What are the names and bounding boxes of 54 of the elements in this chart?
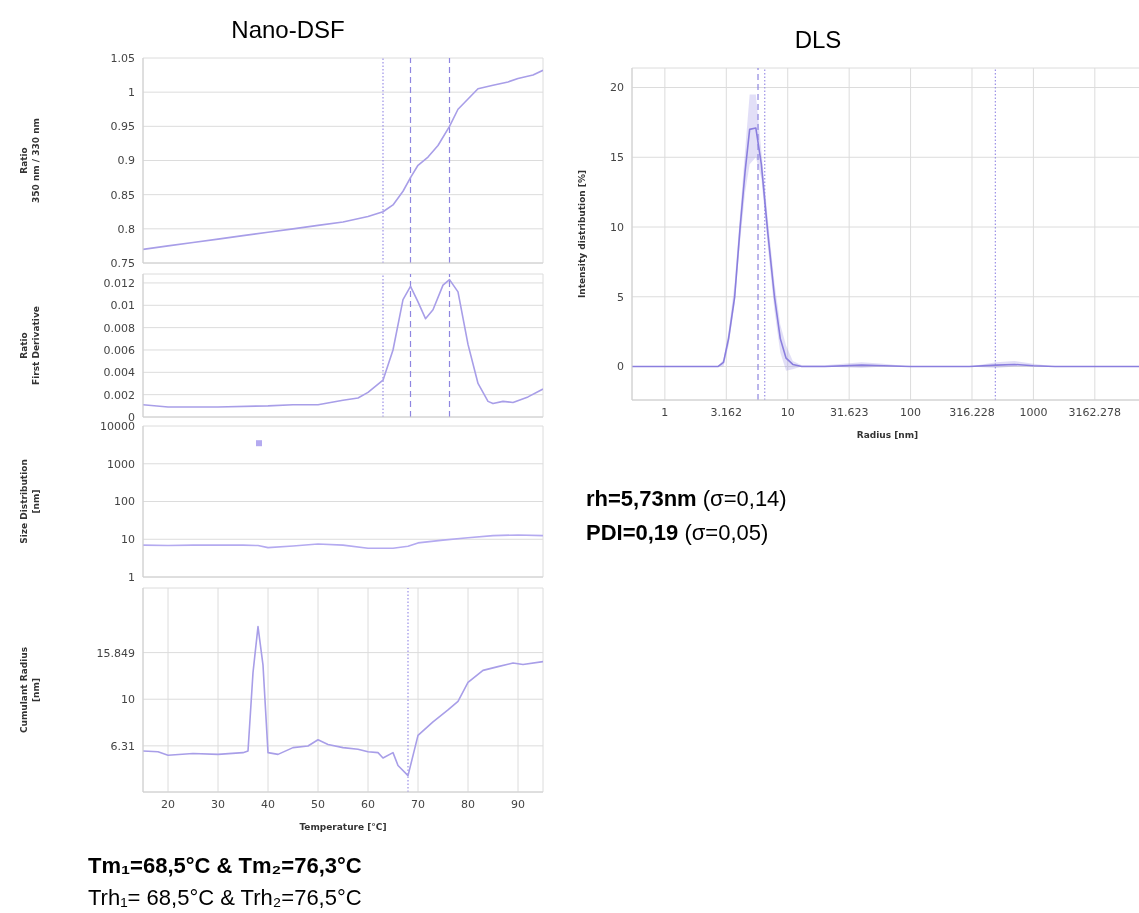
x-tick-label: 1000: [1019, 405, 1048, 419]
text: PDI=0,19 (σ=0,05): [586, 520, 769, 545]
x-tick-label: 40: [261, 797, 275, 811]
y-tick-label: 100: [114, 495, 135, 509]
x-tick-label: 30: [211, 797, 225, 811]
x-tick-label: 316.228: [949, 405, 995, 419]
y-tick-label: 1: [128, 86, 135, 100]
text: Tm₁=68,5°C & Tm₂=76,3°C: [88, 852, 362, 880]
x-tick-label: 10: [780, 405, 795, 419]
y-tick-label: 0.012: [103, 276, 135, 290]
y-tick-label: 10: [121, 693, 135, 707]
y-tick-label: 0.75: [110, 256, 135, 270]
y-tick-label: 1.05: [110, 51, 135, 65]
y-tick-label: 0.01: [110, 299, 135, 313]
y-tick-label: 0.006: [103, 343, 135, 357]
y-tick-label: 0: [617, 360, 624, 374]
x-tick-label: 60: [361, 797, 375, 811]
y-tick-label: 0.002: [103, 388, 135, 402]
y-axis-title: Ratio First Derivative: [19, 306, 41, 385]
y-tick-label: 0.9: [117, 154, 135, 168]
y-tick-label: 15: [610, 151, 624, 165]
y-tick-label: 0.008: [103, 321, 135, 335]
x-tick-label: 20: [161, 797, 175, 811]
x-tick-label: 1: [661, 405, 669, 419]
x-tick-label: 3162.278: [1068, 405, 1122, 419]
x-tick-label: 3.162: [710, 405, 743, 419]
y-axis-title: Intensity distribution [%]: [577, 169, 587, 299]
y-tick-label: 6.31: [110, 739, 135, 753]
y-tick-label: 10: [121, 533, 135, 547]
x-tick-label: 50: [311, 797, 325, 811]
x-axis-title: Temperature [°C]: [299, 822, 387, 832]
y-tick-label: 0.004: [103, 366, 135, 380]
y-axis-title: Cumulant Radius [nm]: [19, 646, 41, 734]
y-tick-label: 0.8: [117, 222, 135, 236]
chart-title: Nano-DSF: [230, 16, 346, 44]
y-tick-label: 1: [128, 570, 135, 584]
text: Trh₁= 68,5°C & Trh₂=76,5°C: [88, 884, 362, 912]
y-tick-label: 15.849: [96, 646, 135, 660]
x-tick-label: 80: [461, 797, 475, 811]
y-axis-title: Size Distribution [nm]: [19, 459, 41, 544]
x-tick-label: 90: [511, 797, 525, 811]
y-tick-label: 20: [610, 81, 624, 95]
y-axis-title: Ratio 350 nm / 330 nm: [19, 118, 41, 203]
y-tick-label: 0.95: [110, 120, 135, 134]
x-tick-label: 31.623: [829, 405, 869, 419]
x-tick-label: 70: [411, 797, 425, 811]
y-tick-label: 10: [610, 220, 624, 234]
chart-title: DLS: [793, 26, 843, 54]
y-tick-label: 5: [617, 290, 624, 304]
x-tick-label: 100: [900, 405, 922, 419]
y-tick-label: 0.85: [110, 188, 135, 202]
y-tick-label: 1000: [107, 457, 135, 471]
x-axis-title: Radius [nm]: [856, 430, 919, 440]
text: rh=5,73nm (σ=0,14): [586, 486, 787, 511]
